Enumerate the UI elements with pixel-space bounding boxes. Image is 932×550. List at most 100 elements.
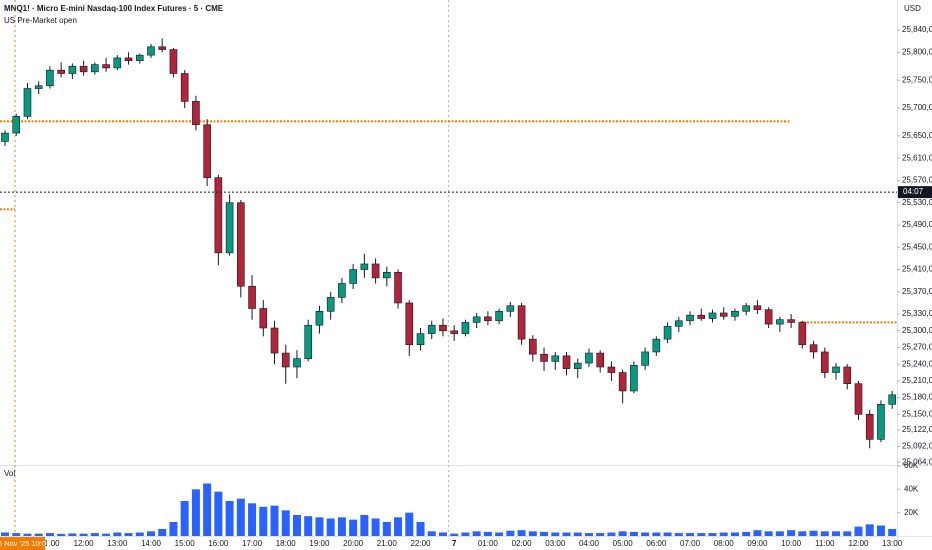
candle-body xyxy=(57,69,65,74)
candle-body xyxy=(225,202,234,254)
y-tick-label: 25,490,00 xyxy=(902,220,932,229)
candle-body xyxy=(562,355,571,369)
volume-bar xyxy=(686,533,695,536)
volume-bar xyxy=(764,531,773,536)
candle-body xyxy=(607,366,616,373)
volume-bar xyxy=(326,518,335,536)
candle-body xyxy=(495,310,503,322)
volume-bar xyxy=(517,530,526,536)
volume-bar xyxy=(360,515,369,536)
x-tick-label: 22:00 xyxy=(410,539,431,548)
x-tick-label: 11:00 xyxy=(815,539,835,548)
candle-body xyxy=(259,308,268,329)
volume-bar xyxy=(607,532,616,536)
x-tick-label: 09:00 xyxy=(747,539,768,548)
y-tick-label: 25,064,00 xyxy=(902,457,932,466)
volume-bar xyxy=(708,533,717,536)
candle-body xyxy=(158,46,167,50)
volume-bar xyxy=(438,532,447,536)
volume-bar xyxy=(259,506,268,536)
candle-body xyxy=(776,319,784,325)
volume-bar xyxy=(495,532,504,536)
x-tick-label: 04:00 xyxy=(579,539,600,548)
volume-bar xyxy=(79,533,88,536)
volume-bar xyxy=(461,532,470,536)
candle-body xyxy=(293,358,301,368)
chart-title: MNQ1! · Micro E-mini Nasdaq-100 Index Fu… xyxy=(4,4,224,13)
candle-body xyxy=(888,394,896,405)
candle-body xyxy=(787,319,795,323)
volume-bar xyxy=(169,522,178,536)
volume-bar xyxy=(68,533,77,536)
volume-bar xyxy=(832,531,841,536)
volume-tick-label: 40K xyxy=(904,484,919,493)
volume-bar xyxy=(337,517,346,536)
crosshair-label: 04:07 xyxy=(903,187,924,196)
candle-body xyxy=(248,285,256,309)
candle-body xyxy=(877,403,885,440)
candle-body xyxy=(865,414,874,440)
volume-bar xyxy=(876,525,885,536)
volume-bar xyxy=(584,533,593,536)
candle-body xyxy=(68,65,77,74)
y-tick-label: 25,530,00 xyxy=(902,198,932,207)
volume-bar xyxy=(270,505,279,536)
y-tick-label: 25,330,00 xyxy=(902,309,932,318)
candle-body xyxy=(169,49,178,74)
volume-bar xyxy=(146,531,155,536)
candle-body xyxy=(461,322,470,334)
candle-body xyxy=(315,310,324,326)
x-tick-label: 17:00 xyxy=(242,539,263,548)
candle-body xyxy=(135,54,144,62)
chart-subtitle: US Pre-Market open xyxy=(4,16,77,25)
candle-body xyxy=(326,297,335,312)
volume-bar xyxy=(124,533,133,536)
candle-body xyxy=(360,263,369,270)
volume-bar xyxy=(697,533,706,536)
candle-body xyxy=(630,365,638,392)
y-tick-label: 25,122,00 xyxy=(902,425,932,434)
volume-bar xyxy=(775,531,784,536)
volume-tick-label: 20K xyxy=(904,508,919,517)
crosshair-box xyxy=(898,186,932,199)
session-marker-box xyxy=(0,537,45,550)
y-tick-label: 25,840,00 xyxy=(902,25,932,34)
candle-body xyxy=(832,366,840,373)
y-tick-label: 25,650,00 xyxy=(902,131,932,140)
y-tick-label: 25,370,00 xyxy=(902,287,932,296)
x-tick-label: 21:00 xyxy=(377,539,398,548)
candle-body xyxy=(529,338,537,355)
y-tick-label: 25,610,00 xyxy=(902,153,932,162)
volume-bar xyxy=(315,517,324,536)
volume-bar xyxy=(34,533,43,536)
volume-bar xyxy=(854,526,863,536)
candle-body xyxy=(764,309,773,325)
x-tick-label: 12:00 xyxy=(74,539,95,548)
candle-body xyxy=(338,283,346,298)
volume-bar xyxy=(349,519,358,536)
volume-bar xyxy=(292,515,301,536)
volume-tick-label: 60K xyxy=(904,461,919,470)
volume-bar xyxy=(102,533,111,536)
session-marker-label: 06 Nov '25 10:00 xyxy=(0,539,50,548)
x-tick-label: 13:00 xyxy=(882,539,903,548)
volume-bar xyxy=(472,531,481,536)
volume-bar xyxy=(416,522,425,536)
x-tick-label: 12:00 xyxy=(848,539,869,548)
volume-label: Vol xyxy=(4,469,15,478)
volume-bar xyxy=(90,533,99,536)
candle-body xyxy=(427,324,436,334)
volume-bar xyxy=(236,498,245,536)
volume-bar xyxy=(45,533,54,536)
volume-bar xyxy=(843,531,852,536)
candle-body xyxy=(854,383,863,415)
candle-body xyxy=(304,324,313,359)
volume-bar xyxy=(23,533,32,536)
x-tick-label: 15:00 xyxy=(175,539,196,548)
x-tick-label: 20:00 xyxy=(343,539,364,548)
volume-bar xyxy=(820,531,829,536)
x-tick-label: 02:00 xyxy=(512,539,533,548)
candle-body xyxy=(731,310,739,317)
candle-body xyxy=(517,305,526,340)
